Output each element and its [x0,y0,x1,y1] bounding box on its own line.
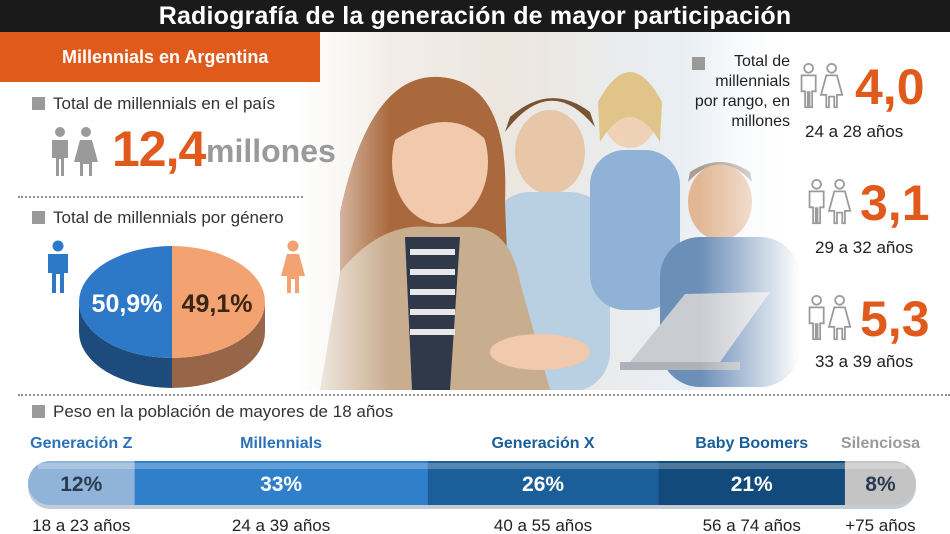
rango-bullet [692,56,713,74]
age-range-label: 18 a 23 años [32,516,131,534]
bar-value-label: 12% [60,473,102,496]
genero-label-text: Total de millennials por género [53,208,284,227]
generation-name: Generación Z [30,435,133,452]
man-icon [48,240,68,293]
rango-title: Total de millennials por rango, en millo… [694,53,790,130]
divider [18,196,303,198]
total-pais-value: 12,4 [112,121,206,177]
rango-2-label: 29 a 32 años [815,238,914,257]
gender-pie-chart: 50,9% 49,1% [79,246,265,388]
rango-1-label: 24 a 28 años [805,122,904,141]
woman-icon [281,240,305,293]
pie-side-male [79,302,172,388]
bar-rect [134,461,428,505]
divider [18,394,950,396]
generation-name: Baby Boomers [695,435,809,452]
man-woman-icon [52,127,98,176]
rango-1-value: 4,0 [855,59,925,115]
total-pais-label-text: Total de millennials en el país [53,94,276,113]
pie-label-male: 50,9% [92,290,163,318]
rango-3-value: 5,3 [860,291,930,347]
rango-2-value: 3,1 [860,175,930,231]
bar-segment-2: 26% [427,461,659,505]
bullet-square-icon [32,405,45,418]
age-range-label: 56 a 74 años [702,516,801,534]
age-range-label: 40 a 55 años [493,516,593,534]
age-range-label: 24 a 39 años [231,516,331,534]
bar-rect [427,461,659,505]
peso-label-text: Peso en la población de mayores de 18 añ… [53,402,394,421]
bar-segment-3: 21% [658,461,845,505]
pie-slice-female [172,246,265,358]
peso-label: Peso en la población de mayores de 18 añ… [32,402,393,422]
generation-name: Generación X [491,435,595,452]
bar-segment-1: 33% [134,461,428,505]
pie-side-female [172,302,265,388]
pie-label-female: 49,1% [182,290,253,318]
bar-value-label: 21% [731,473,773,496]
bar-value-label: 8% [865,473,896,496]
bar-rect [658,461,845,505]
generation-stacked-bar: 12% 33% 26% 21% 8% [28,461,916,509]
section-banner: Millennials en Argentina [0,32,320,82]
bar-segment-4: 8% [844,461,916,505]
bar-rect [844,461,916,505]
bullet-square-icon [32,97,45,110]
man-woman-icon [800,63,844,109]
page-title: Radiografía de la generación de mayor pa… [0,0,950,32]
bar-segment-0: 12% [28,461,135,505]
total-pais-unit: millones [206,133,336,169]
age-range-label: +75 años [845,516,916,534]
man-woman-icon [808,179,852,225]
bar-rect [28,461,135,505]
pie-slice-male [79,246,172,358]
bar-value-label: 26% [522,473,564,496]
man-woman-icon [808,295,852,341]
bullet-square-icon [32,211,45,224]
total-pais-label: Total de millennials en el país [32,94,275,114]
generation-name: Millennials [240,435,322,452]
bar-value-label: 33% [260,473,302,496]
bullet-square-icon [692,57,705,70]
genero-label: Total de millennials por género [32,208,284,228]
generation-name: Silenciosa [840,435,921,452]
rango-3-label: 33 a 39 años [815,352,914,371]
hero-photo [300,32,800,390]
